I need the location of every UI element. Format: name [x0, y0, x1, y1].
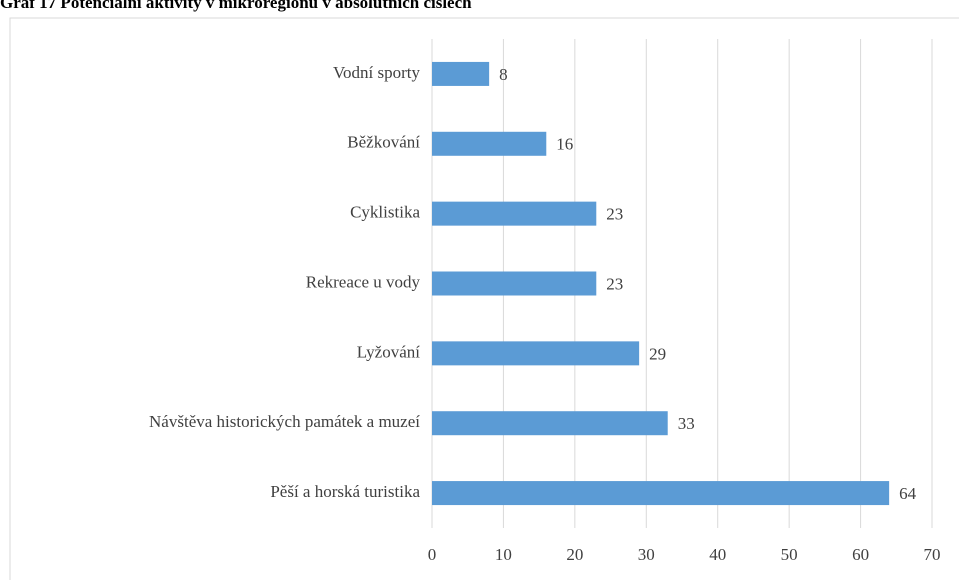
chart-title: Graf 17 Potenciální aktivity v mikroregi… [0, 0, 472, 12]
data-label: 23 [606, 205, 623, 224]
bar [432, 271, 597, 296]
data-label: 64 [899, 484, 917, 503]
data-label: 8 [499, 65, 508, 84]
y-tick-label: Cyklistika [350, 203, 420, 222]
x-tick-label: 70 [924, 545, 941, 564]
bar [432, 131, 547, 156]
y-tick-label: Lyžování [357, 342, 421, 361]
y-tick-label: Běžkování [347, 133, 420, 152]
bar [432, 411, 668, 436]
y-tick-label: Rekreace u vody [306, 272, 421, 291]
y-tick-label: Pěší a horská turistika [270, 482, 420, 501]
y-tick-label: Návštěva historických památek a muzeí [149, 412, 420, 431]
y-tick-label: Vodní sporty [333, 63, 421, 82]
x-tick-label: 10 [495, 545, 512, 564]
x-tick-label: 20 [566, 545, 583, 564]
x-tick-label: 50 [781, 545, 798, 564]
data-label: 23 [606, 274, 623, 293]
data-label: 29 [649, 344, 666, 363]
bar [432, 341, 640, 366]
data-label: 33 [678, 414, 695, 433]
bar [432, 481, 890, 506]
x-tick-label: 30 [638, 545, 655, 564]
bar [432, 61, 490, 86]
x-tick-label: 40 [709, 545, 726, 564]
x-tick-label: 60 [852, 545, 869, 564]
x-tick-label: 0 [428, 545, 437, 564]
data-label: 16 [556, 135, 573, 154]
bar [432, 201, 597, 226]
